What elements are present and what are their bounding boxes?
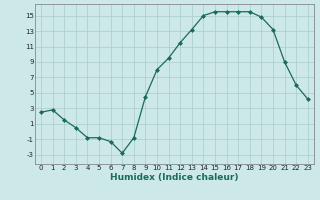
X-axis label: Humidex (Indice chaleur): Humidex (Indice chaleur) — [110, 173, 239, 182]
